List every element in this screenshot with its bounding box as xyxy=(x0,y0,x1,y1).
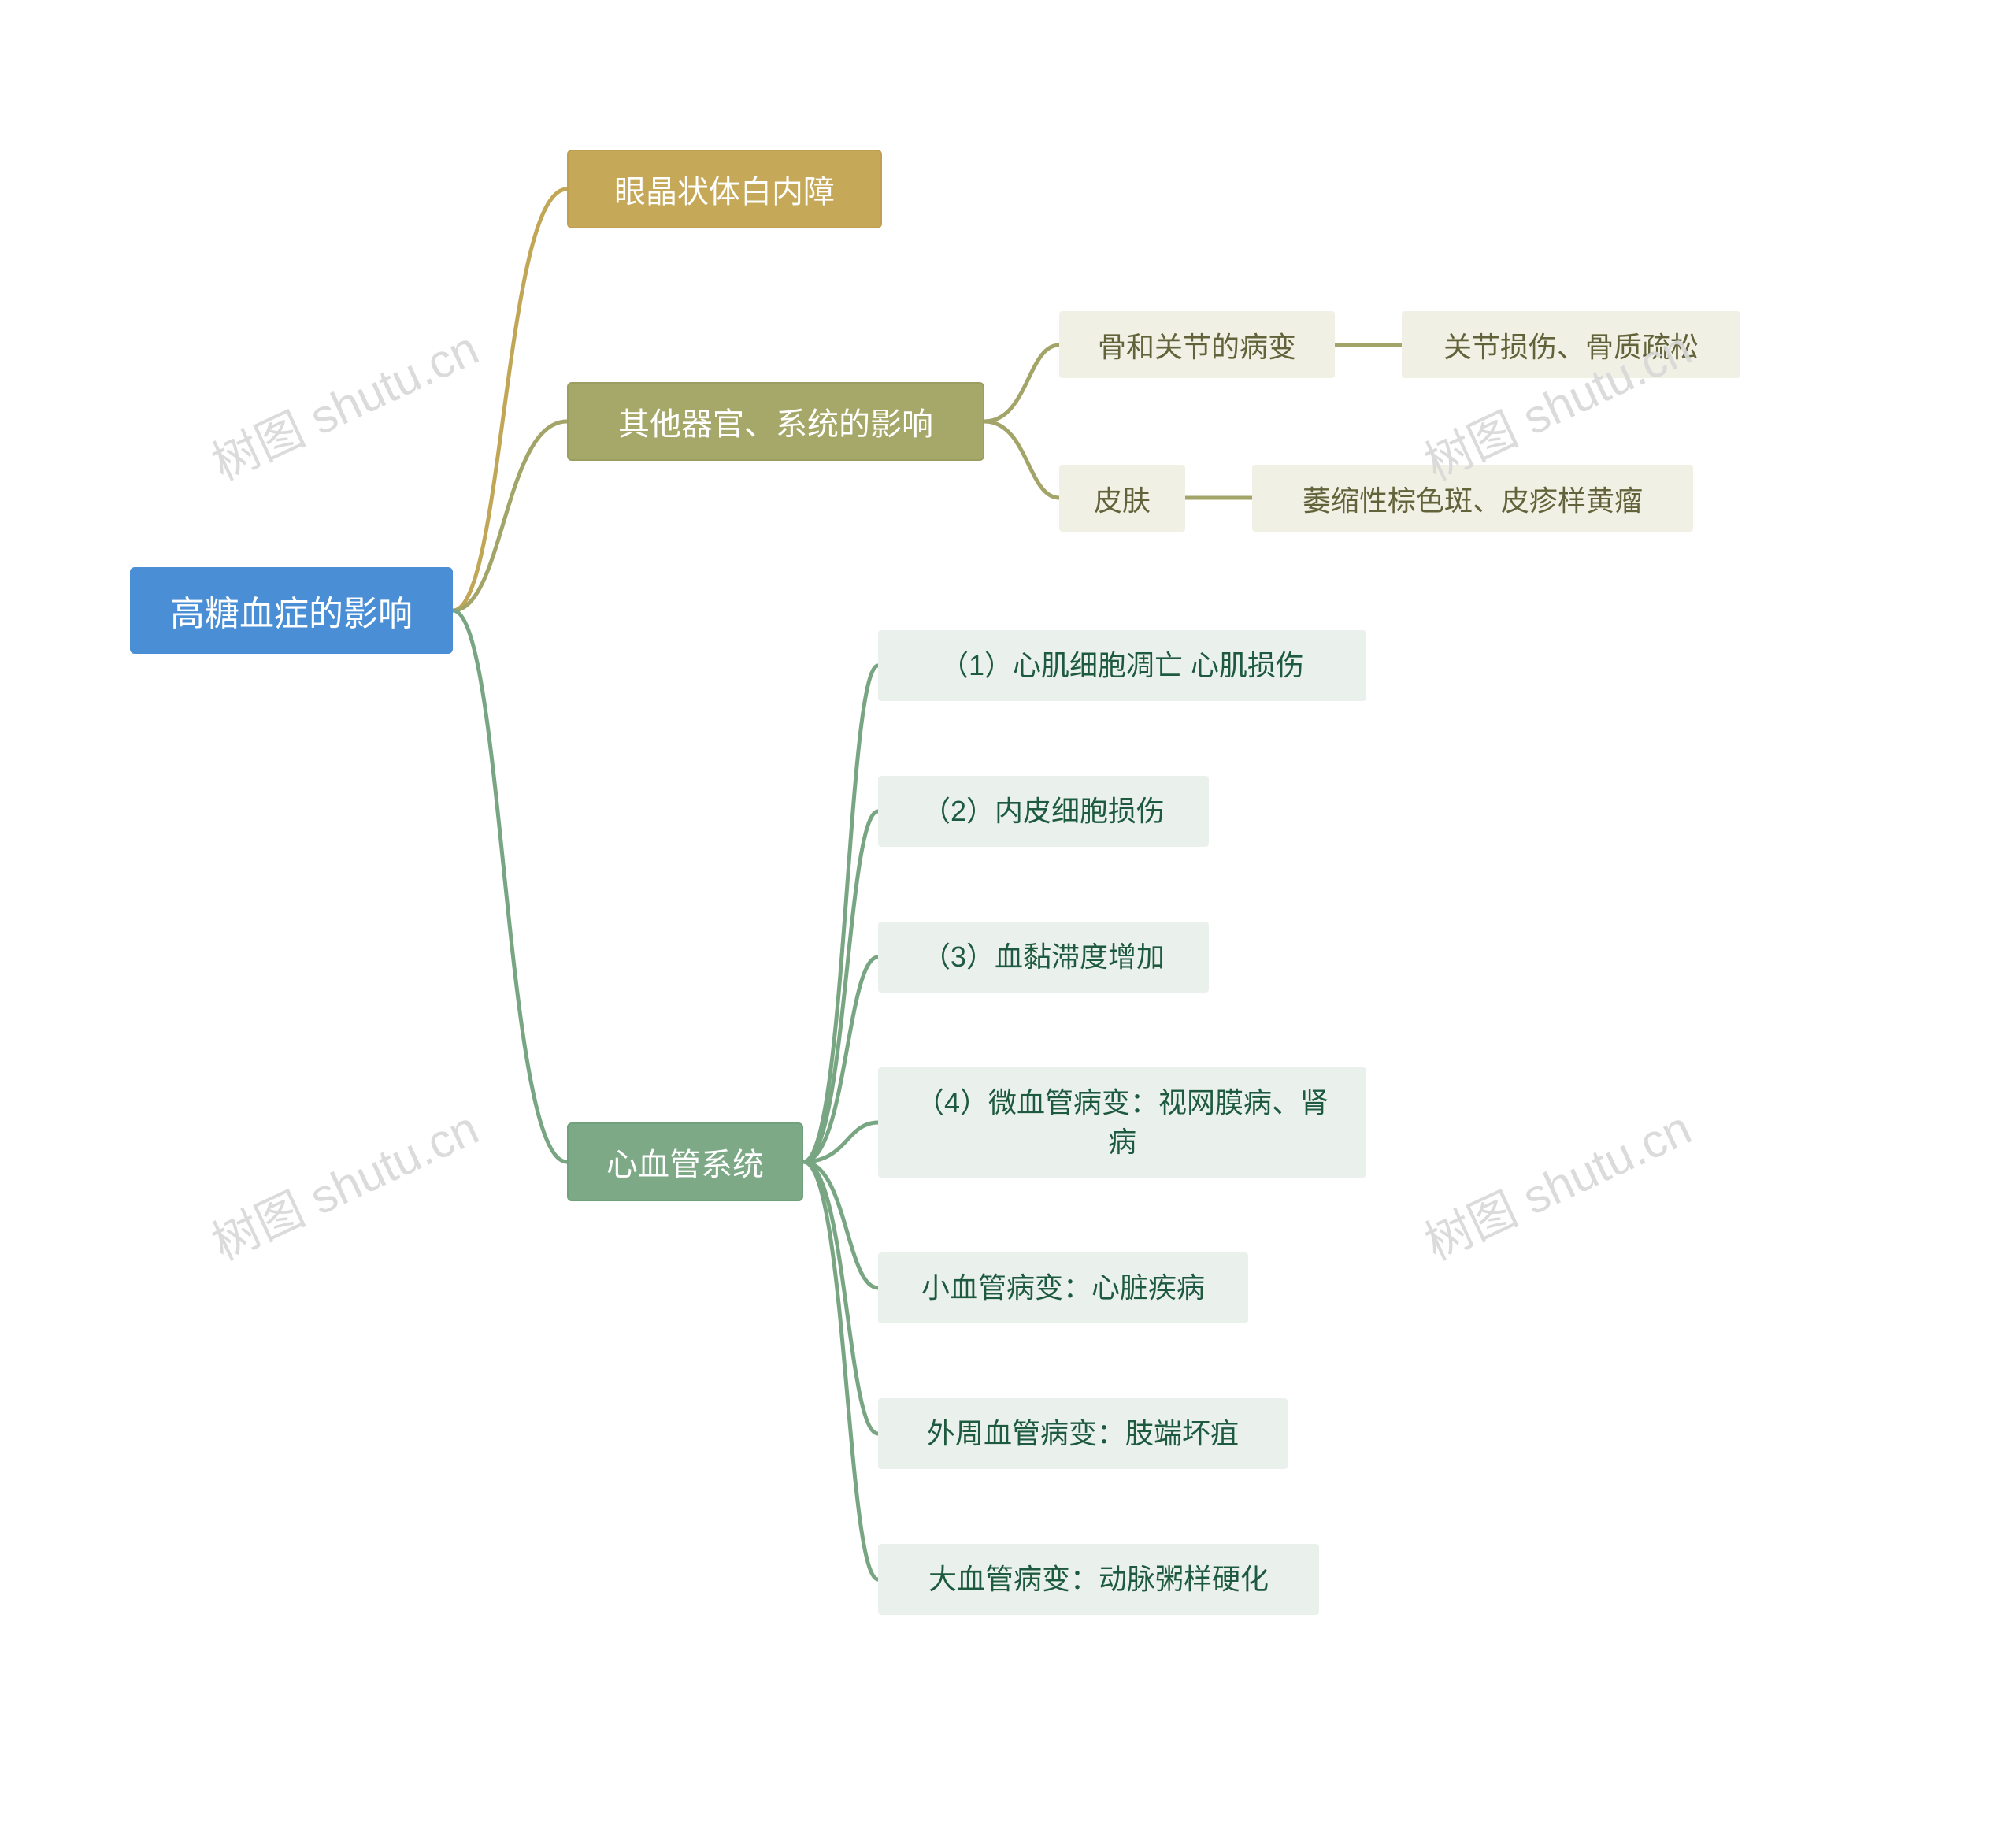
branch-label: 心血管系统 xyxy=(606,1139,764,1185)
leaf-cardio-4[interactable]: （4）微血管病变：视网膜病、肾病 xyxy=(878,1067,1366,1178)
leaf-label: 萎缩性棕色斑、皮疹样黄瘤 xyxy=(1303,478,1643,519)
leaf-label: （4）微血管病变：视网膜病、肾病 xyxy=(902,1083,1343,1163)
leaf-cardio-3[interactable]: （3）血黏滞度增加 xyxy=(878,922,1209,993)
leaf-skin[interactable]: 皮肤 xyxy=(1059,465,1185,532)
leaf-cardio-1[interactable]: （1）心肌细胞凋亡 心肌损伤 xyxy=(878,630,1366,701)
branch-label: 其他器官、系统的影响 xyxy=(618,399,933,444)
leaf-bone-joint-detail[interactable]: 关节损伤、骨质疏松 xyxy=(1402,311,1740,378)
root-node[interactable]: 高糖血症的影响 xyxy=(130,567,453,654)
leaf-bone-joint[interactable]: 骨和关节的病变 xyxy=(1059,311,1335,378)
branch-label: 眼晶状体白内障 xyxy=(614,166,835,212)
leaf-skin-detail[interactable]: 萎缩性棕色斑、皮疹样黄瘤 xyxy=(1252,465,1693,532)
root-label: 高糖血症的影响 xyxy=(170,585,413,636)
leaf-label: 大血管病变：动脉粥样硬化 xyxy=(928,1560,1269,1599)
leaf-label: 外周血管病变：肢端坏疽 xyxy=(927,1414,1239,1453)
leaf-cardio-5[interactable]: 小血管病变：心脏疾病 xyxy=(878,1252,1248,1323)
leaf-label: 骨和关节的病变 xyxy=(1098,325,1296,365)
leaf-label: 小血管病变：心脏疾病 xyxy=(921,1268,1205,1308)
branch-eye-lens[interactable]: 眼晶状体白内障 xyxy=(567,150,882,228)
branch-cardiovascular[interactable]: 心血管系统 xyxy=(567,1122,803,1201)
leaf-cardio-2[interactable]: （2）内皮细胞损伤 xyxy=(878,776,1209,847)
leaf-label: 皮肤 xyxy=(1094,478,1151,519)
leaf-label: 关节损伤、骨质疏松 xyxy=(1443,325,1699,365)
leaf-cardio-6[interactable]: 外周血管病变：肢端坏疽 xyxy=(878,1398,1288,1469)
leaf-label: （2）内皮细胞损伤 xyxy=(922,792,1165,831)
leaf-label: （1）心肌细胞凋亡 心肌损伤 xyxy=(940,646,1304,685)
branch-other-organs[interactable]: 其他器官、系统的影响 xyxy=(567,382,984,461)
leaf-cardio-7[interactable]: 大血管病变：动脉粥样硬化 xyxy=(878,1544,1319,1615)
leaf-label: （3）血黏滞度增加 xyxy=(922,937,1165,977)
